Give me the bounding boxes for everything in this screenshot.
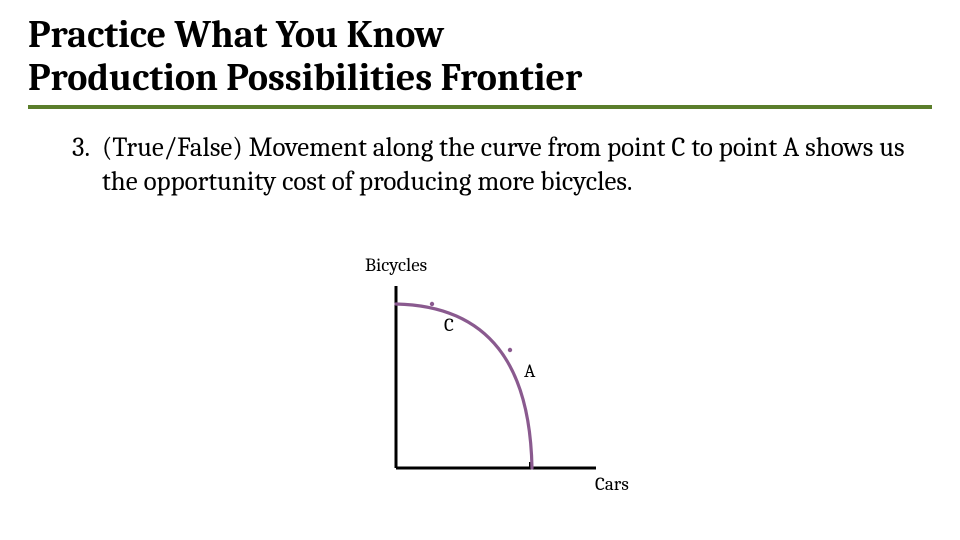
question-block: 3. (True/False) Movement along the curve… [28,109,932,199]
question-row: 3. (True/False) Movement along the curve… [72,131,918,199]
point-label-c: C [444,314,454,336]
title-line-2: Production Possibilities Frontier [28,57,932,100]
question-text: (True/False) Movement along the curve fr… [102,131,918,199]
title-block: Practice What You Know Production Possib… [28,14,932,109]
ppf-chart: Bicycles Cars C A [370,256,650,516]
x-axis-label: Cars [595,473,629,495]
question-number: 3. [72,131,102,165]
y-axis-label: Bicycles [365,254,427,276]
slide: Practice What You Know Production Possib… [0,0,960,540]
title-line-1: Practice What You Know [28,14,932,57]
point-label-a: A [524,360,535,382]
ppf-svg [370,256,636,488]
